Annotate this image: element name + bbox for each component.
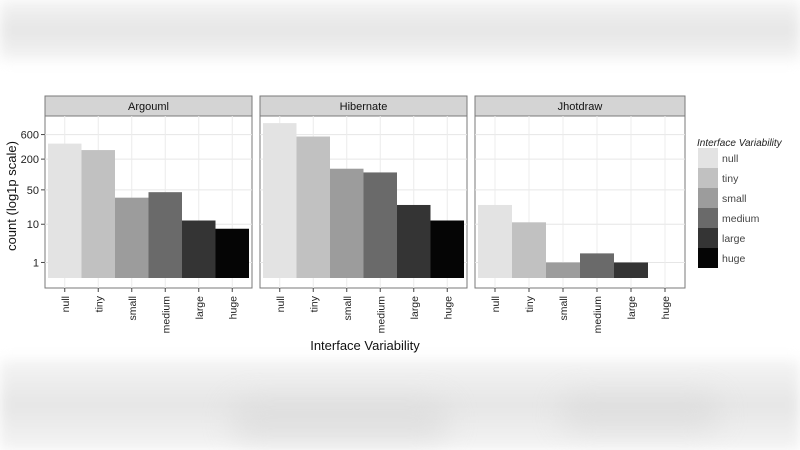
- y-tick-label: 600: [21, 130, 39, 142]
- x-tick-label: small: [558, 296, 570, 321]
- x-tick-label: large: [194, 296, 206, 320]
- x-tick-label: large: [626, 296, 638, 320]
- bar-argouml-medium: [148, 192, 182, 278]
- x-tick-label: medium: [160, 296, 172, 334]
- bar-hibernate-medium: [363, 172, 397, 278]
- facet-panel-argouml: Argouml null tiny small medium large huge: [44, 95, 253, 334]
- bar-hibernate-huge: [430, 220, 464, 278]
- y-axis-title: count (log1p scale): [4, 141, 19, 251]
- y-tick-label: 1: [33, 257, 39, 269]
- x-tick-label: tiny: [93, 295, 105, 312]
- bar-argouml-large: [182, 220, 216, 278]
- bar-argouml-tiny: [81, 150, 115, 278]
- x-tick-label: null: [275, 296, 287, 312]
- bar-jhotdraw-small: [546, 262, 580, 278]
- x-tick-label: tiny: [524, 295, 536, 312]
- legend-label: medium: [722, 213, 760, 225]
- legend-label: huge: [722, 253, 746, 265]
- facet-label: Argouml: [128, 101, 169, 113]
- x-tick-label: medium: [375, 296, 387, 334]
- bar-jhotdraw-large: [614, 262, 648, 278]
- legend-label: tiny: [722, 173, 739, 185]
- legend-title: Interface Variability: [697, 138, 783, 149]
- x-tick-label: small: [342, 296, 354, 321]
- legend: Interface Variability null tiny small medium…: [697, 138, 783, 268]
- y-tick-label: 10: [27, 219, 39, 231]
- x-tick-label: tiny: [308, 295, 320, 312]
- x-tick-label: huge: [227, 296, 239, 320]
- legend-swatch-null: [698, 148, 718, 168]
- bar-hibernate-tiny: [296, 136, 330, 278]
- x-tick-label: large: [409, 296, 421, 320]
- y-tick-label: 200: [21, 154, 39, 166]
- legend-swatch-tiny: [698, 168, 718, 188]
- facet-panel-hibernate: Hibernate null tiny small medium large huge: [259, 95, 468, 334]
- facet-label: Jhotdraw: [558, 101, 603, 113]
- legend-swatch-small: [698, 188, 718, 208]
- bar-hibernate-null: [263, 123, 297, 278]
- bar-argouml-small: [115, 197, 149, 278]
- x-tick-label: small: [127, 296, 139, 321]
- legend-label: small: [722, 193, 747, 205]
- legend-swatch-huge: [698, 248, 718, 268]
- bar-jhotdraw-tiny: [512, 222, 546, 278]
- bar-jhotdraw-medium: [580, 253, 614, 278]
- blurred-background-top: [0, 0, 800, 60]
- legend-label: large: [722, 233, 746, 245]
- bar-hibernate-large: [397, 204, 431, 278]
- facet-panel-jhotdraw: Jhotdraw null tiny small medium large huge: [474, 95, 686, 334]
- x-axis-title: Interface Variability: [310, 338, 420, 353]
- x-tick-label: huge: [660, 296, 672, 320]
- bar-jhotdraw-null: [478, 204, 512, 278]
- legend-label: null: [722, 153, 738, 165]
- bar-argouml-huge: [215, 228, 249, 278]
- y-tick-label: 50: [27, 185, 39, 197]
- x-tick-label: null: [60, 296, 72, 312]
- x-tick-label: null: [490, 296, 502, 312]
- blurred-shape: [560, 395, 720, 430]
- legend-swatch-large: [698, 228, 718, 248]
- facet-label: Hibernate: [340, 101, 388, 113]
- x-tick-label: medium: [592, 296, 604, 334]
- legend-swatch-medium: [698, 208, 718, 228]
- blurred-shape: [230, 400, 450, 440]
- bar-hibernate-small: [330, 168, 364, 278]
- x-tick-label: huge: [442, 296, 454, 320]
- bar-argouml-null: [48, 143, 82, 278]
